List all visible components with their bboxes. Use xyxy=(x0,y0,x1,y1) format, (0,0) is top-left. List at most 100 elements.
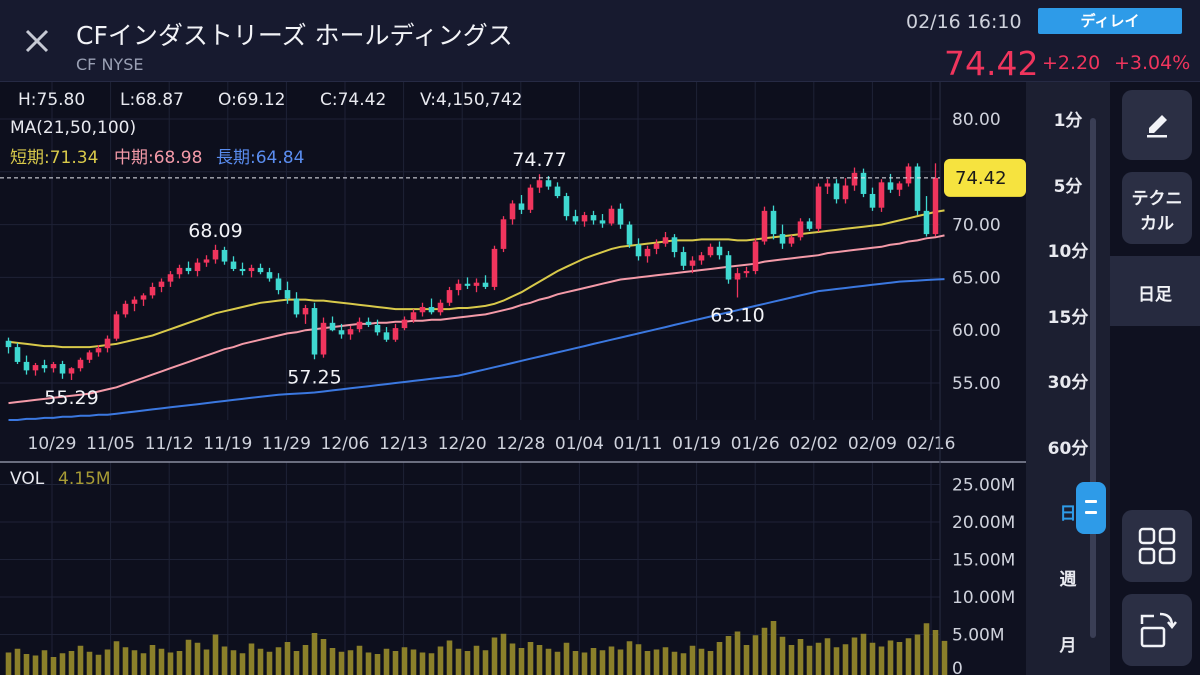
rotate-button[interactable] xyxy=(1122,594,1192,666)
interval-15min[interactable]: 15分 xyxy=(1047,308,1089,328)
candle-body xyxy=(734,273,741,280)
candle-body xyxy=(68,368,75,374)
volume-bar xyxy=(851,637,858,675)
candle-body xyxy=(869,193,876,208)
interval-10min[interactable]: 10分 xyxy=(1047,242,1089,262)
volume-bar xyxy=(266,651,273,675)
extreme-price-annotation: 68.09 xyxy=(188,220,242,242)
close-icon[interactable] xyxy=(22,26,52,56)
ticker-exchange: CF NYSE xyxy=(76,55,144,74)
candle-body xyxy=(113,314,120,339)
volume-bar xyxy=(878,646,885,675)
volume-bar xyxy=(743,645,750,675)
volume-bar xyxy=(671,651,678,675)
candle-body xyxy=(770,210,777,235)
candle-body xyxy=(617,208,624,225)
volume-bar xyxy=(68,651,75,675)
volume-bar xyxy=(725,636,732,675)
date-tick-label: 11/12 xyxy=(145,434,194,454)
candle-body xyxy=(491,248,498,287)
candle-body xyxy=(842,185,849,200)
rotate-icon xyxy=(1140,612,1177,648)
stock-title: CFインダストリーズ ホールディングス xyxy=(76,21,513,50)
candle-body xyxy=(230,261,237,269)
volume-bar xyxy=(176,651,183,675)
volume-bar xyxy=(464,651,471,675)
interval-monthly[interactable]: 月 xyxy=(1059,636,1077,656)
date-tick-label: 11/29 xyxy=(262,434,311,454)
volume-tick-label: 20.00M xyxy=(952,513,1015,533)
volume-bar xyxy=(608,646,615,675)
volume-bar xyxy=(338,651,345,675)
volume-bar xyxy=(140,653,147,675)
volume-bar xyxy=(581,652,588,675)
volume-bar xyxy=(572,651,579,675)
interval-5min[interactable]: 5分 xyxy=(1053,177,1083,197)
volume-tick-label: 15.00M xyxy=(952,551,1015,571)
candle-body xyxy=(50,364,57,369)
ma-legend-title: MA(21,50,100) xyxy=(10,118,137,138)
candle-body xyxy=(248,267,255,272)
volume-bar xyxy=(239,653,246,675)
candle-body xyxy=(896,183,903,190)
candle-body xyxy=(626,224,633,245)
interval-daily[interactable]: 日 xyxy=(1059,504,1077,524)
volume-bar xyxy=(545,648,552,675)
volume-bar xyxy=(698,648,705,675)
candle-body xyxy=(527,187,534,210)
draw-button[interactable] xyxy=(1122,90,1192,160)
volume-bar xyxy=(383,648,390,675)
technical-label-line2: カル xyxy=(1140,214,1174,234)
interval-1min[interactable]: 1分 xyxy=(1053,111,1083,131)
interval-slider-handle[interactable] xyxy=(1076,482,1106,534)
price-tick-label: 80.00 xyxy=(952,110,1001,130)
volume-bar xyxy=(248,643,255,675)
volume-label: VOL xyxy=(10,469,45,489)
price-chart[interactable]: 10/29 11/05 11/12 11/19 11/29 12/06 12/13 12/20… xyxy=(0,82,1026,675)
candle-body xyxy=(545,180,552,187)
volume-bar xyxy=(518,648,525,675)
price-tick-label: 70.00 xyxy=(952,216,1001,236)
volume-bar xyxy=(437,646,444,675)
date-tick-label: 12/06 xyxy=(321,434,370,454)
date-tick-label: 02/02 xyxy=(789,434,838,454)
extreme-price-annotation: 57.25 xyxy=(287,366,341,388)
date-tick-label: 12/13 xyxy=(379,434,428,454)
volume-bar xyxy=(329,648,336,675)
candle-body xyxy=(338,330,345,335)
candle-body xyxy=(383,332,390,340)
candle-body xyxy=(536,180,543,188)
candle-body xyxy=(446,290,453,303)
volume-bar xyxy=(5,652,12,675)
volume-bar xyxy=(716,642,723,675)
candle-body xyxy=(779,234,786,244)
volume-bar xyxy=(500,633,507,675)
interval-weekly[interactable]: 週 xyxy=(1059,570,1077,590)
daily-tab[interactable]: 日足 xyxy=(1110,256,1200,326)
candle-body xyxy=(815,186,822,229)
volume-bar xyxy=(653,649,660,675)
candle-body xyxy=(599,220,606,224)
candle-body xyxy=(257,267,264,273)
volume-bar xyxy=(104,649,111,675)
technical-button[interactable]: テクニ カル xyxy=(1122,172,1192,244)
volume-bar xyxy=(203,649,210,675)
candle-body xyxy=(239,268,246,272)
interval-60min[interactable]: 60分 xyxy=(1047,439,1089,459)
interval-30min[interactable]: 30分 xyxy=(1047,373,1089,393)
candle-body xyxy=(860,172,867,194)
volume-bar xyxy=(941,640,948,675)
header-bar: CFインダストリーズ ホールディングス CF NYSE 02/16 16:10 … xyxy=(0,0,1200,83)
grid-icon xyxy=(1138,527,1176,565)
pencil-icon xyxy=(1147,115,1167,138)
volume-bar xyxy=(509,643,516,675)
candle-body xyxy=(887,182,894,190)
volume-bar xyxy=(95,654,102,675)
layout-button[interactable] xyxy=(1122,510,1192,582)
current-price-tag-label: 74.42 xyxy=(955,168,1007,189)
candle-body xyxy=(293,298,300,315)
interval-slider-track[interactable] xyxy=(1090,118,1096,638)
volume-bar xyxy=(734,631,741,675)
candle-body xyxy=(788,237,795,244)
candle-body xyxy=(905,166,912,184)
